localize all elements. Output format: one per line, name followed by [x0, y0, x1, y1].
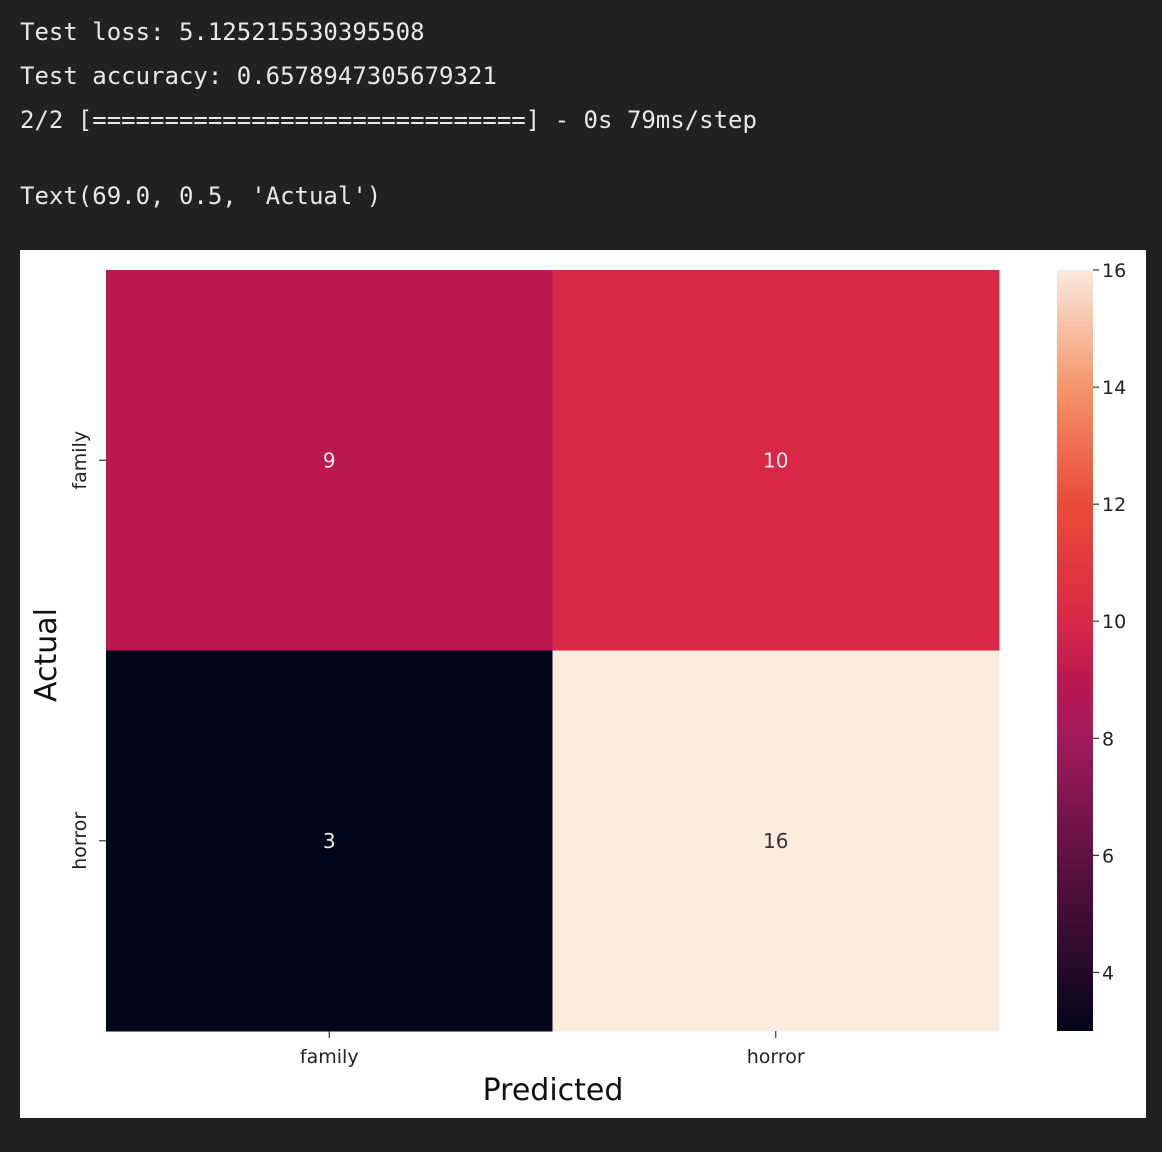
colorbar-tick-label: 8: [1102, 728, 1114, 750]
x-tick-label: family: [300, 1046, 359, 1068]
colorbar-tick-label: 12: [1102, 494, 1126, 516]
colorbar-tick-label: 4: [1102, 962, 1114, 984]
x-axis-ticks: family horror: [300, 1031, 805, 1068]
confusion-matrix-figure: 9 10 3 16 family horror family horror Predict…: [20, 250, 1146, 1118]
colorbar: [1057, 270, 1093, 1031]
colorbar-tick-label: 16: [1102, 260, 1126, 282]
heatmap-chart: 9 10 3 16 family horror family horror Predict…: [29, 260, 1126, 1108]
cell-annotation: 10: [763, 448, 788, 472]
y-tick-label: horror: [69, 812, 91, 870]
heatmap-cell-family-family: [106, 270, 553, 651]
text-repr-line: Text(69.0, 0.5, 'Actual'): [20, 182, 382, 210]
progress-line: 2/2 [==============================] - 0…: [20, 106, 757, 134]
y-tick-label: family: [69, 431, 91, 490]
x-axis-label: Predicted: [483, 1073, 624, 1108]
cell-annotation: 3: [323, 829, 336, 853]
x-tick-label: horror: [747, 1046, 805, 1068]
y-axis-ticks: family horror: [69, 431, 106, 870]
colorbar-tick-label: 14: [1102, 377, 1126, 399]
test-accuracy-line: Test accuracy: 0.6578947305679321: [20, 62, 497, 90]
cell-annotation: 16: [763, 829, 788, 853]
y-axis-label: Actual: [29, 608, 64, 702]
cell-annotations: 9 10 3 16: [323, 448, 789, 853]
colorbar-ticks: 4 6 8 10 12 14 16: [1093, 260, 1126, 984]
heatmap-cell-horror-horror: [552, 650, 1000, 1032]
test-loss-line: Test loss: 5.125215530395508: [20, 18, 425, 46]
cell-annotation: 9: [323, 448, 336, 472]
heatmap-cells: [106, 270, 1000, 1032]
colorbar-tick-label: 6: [1102, 845, 1114, 867]
heatmap-cell-family-horror: [552, 270, 1000, 651]
colorbar-tick-label: 10: [1102, 611, 1126, 633]
heatmap-cell-horror-family: [106, 650, 553, 1032]
